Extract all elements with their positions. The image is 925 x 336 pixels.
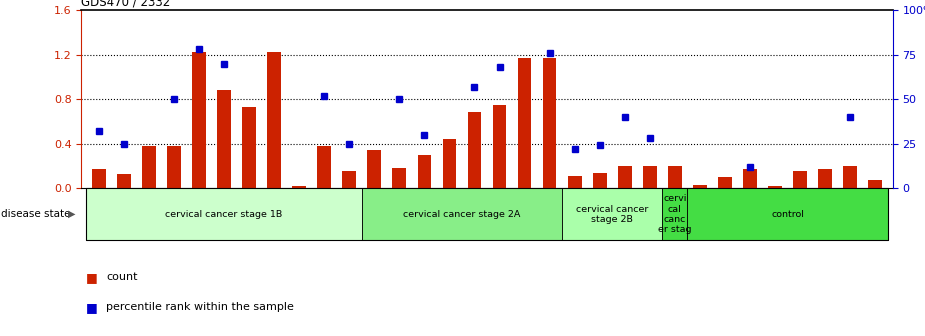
Bar — [518, 58, 532, 188]
Bar — [693, 185, 707, 188]
Bar — [568, 176, 582, 188]
Bar — [743, 169, 757, 188]
Text: GDS470 / 2332: GDS470 / 2332 — [81, 0, 170, 9]
Text: count: count — [106, 272, 138, 282]
Bar — [317, 146, 331, 188]
Bar — [192, 52, 206, 188]
Text: cervical cancer
stage 2B: cervical cancer stage 2B — [576, 205, 648, 224]
Bar — [543, 58, 557, 188]
Text: ■: ■ — [86, 271, 98, 284]
Bar — [668, 166, 682, 188]
Bar — [117, 174, 130, 188]
Bar — [167, 146, 181, 188]
Text: disease state: disease state — [1, 209, 70, 219]
Bar — [367, 150, 381, 188]
Bar — [142, 146, 156, 188]
Bar — [793, 171, 807, 188]
Text: cervi
cal
canc
er stag: cervi cal canc er stag — [658, 194, 692, 234]
Bar — [593, 173, 607, 188]
Bar — [217, 90, 231, 188]
Bar — [718, 177, 732, 188]
Bar — [92, 169, 105, 188]
Bar — [844, 166, 857, 188]
Bar — [417, 155, 431, 188]
Bar — [687, 188, 888, 240]
Bar — [468, 113, 481, 188]
Bar — [442, 139, 456, 188]
Text: cervical cancer stage 1B: cervical cancer stage 1B — [166, 210, 283, 219]
Bar — [86, 188, 362, 240]
Bar — [618, 166, 632, 188]
Bar — [643, 166, 657, 188]
Bar — [242, 107, 256, 188]
Bar — [768, 186, 782, 188]
Bar — [342, 171, 356, 188]
Text: ■: ■ — [86, 301, 98, 314]
Bar — [392, 168, 406, 188]
Text: percentile rank within the sample: percentile rank within the sample — [106, 302, 294, 312]
Bar — [562, 188, 662, 240]
Text: cervical cancer stage 2A: cervical cancer stage 2A — [403, 210, 521, 219]
Bar — [662, 188, 687, 240]
Text: ▶: ▶ — [68, 209, 76, 219]
Bar — [292, 186, 306, 188]
Bar — [818, 169, 832, 188]
Bar — [493, 105, 506, 188]
Text: control: control — [771, 210, 804, 219]
Bar — [869, 180, 882, 188]
Bar — [267, 52, 281, 188]
Bar — [362, 188, 562, 240]
